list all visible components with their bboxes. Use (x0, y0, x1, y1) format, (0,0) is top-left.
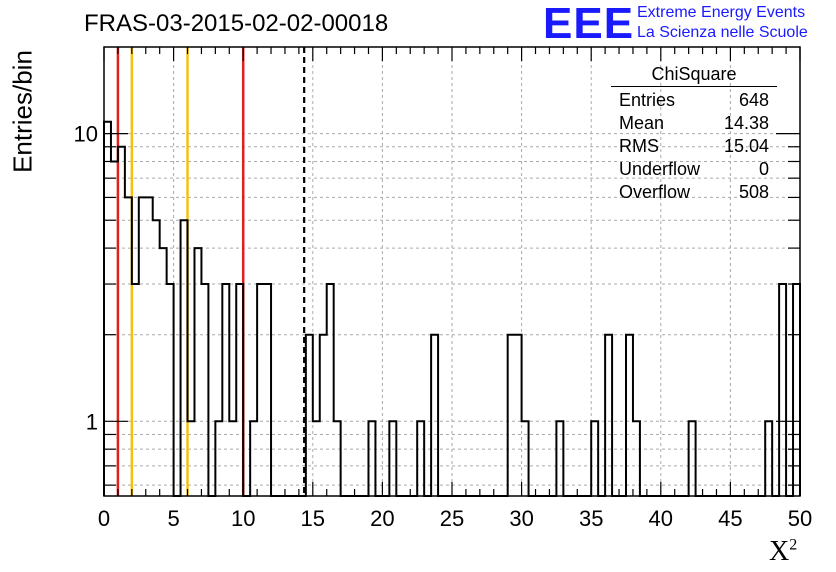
x-tick-label: 5 (167, 506, 179, 531)
y-tick-label: 1 (86, 409, 98, 434)
y-axis-label: Entries/bin (7, 50, 38, 173)
x-tick-label: 30 (509, 506, 533, 531)
x-tick-label: 0 (98, 506, 110, 531)
stats-title: ChiSquare (611, 64, 777, 87)
stat-label: Underflow (619, 159, 701, 179)
logo-line-1: Extreme Energy Events (637, 4, 806, 21)
chart-title: FRAS-03-2015-02-02-00018 (84, 10, 389, 37)
stat-label: Entries (619, 90, 676, 110)
y-tick-label: 10 (74, 122, 98, 147)
stat-value: 15.04 (723, 136, 769, 156)
stat-label: Mean (619, 113, 665, 133)
stat-label: RMS (619, 136, 659, 156)
stat-value: 648 (738, 90, 769, 110)
x-tick-label: 35 (579, 506, 603, 531)
reference-lines (116, 47, 306, 496)
stat-row-mean: Mean 14.38 (611, 112, 777, 135)
axis-tick-labels: 0 5 10 15 20 25 30 35 40 45 50 1 10 (74, 122, 813, 531)
stat-value: 508 (738, 182, 769, 202)
stat-value: 14.38 (723, 113, 769, 133)
eee-logo: EEE (543, 0, 635, 48)
stat-row-rms: RMS 15.04 (611, 135, 777, 158)
stat-value: 0 (758, 159, 769, 179)
axis-ticks (103, 47, 801, 496)
x-axis-label-symbol: X (769, 536, 790, 567)
logo-line-2: La Scienza nelle Scuole (637, 24, 808, 41)
x-tick-label: 25 (440, 506, 464, 531)
x-tick-label: 40 (649, 506, 673, 531)
stat-label: Overflow (619, 182, 691, 202)
stats-box: ChiSquare Entries 648 Mean 14.38 RMS 15.04 … (611, 64, 777, 204)
x-tick-label: 15 (301, 506, 325, 531)
x-tick-label: 45 (718, 506, 742, 531)
stat-row-entries: Entries 648 (611, 89, 777, 112)
grid-lines (104, 47, 800, 496)
x-axis-label: X2 (769, 536, 797, 568)
x-tick-label: 50 (788, 506, 812, 531)
x-tick-label: 10 (231, 506, 255, 531)
x-axis-label-superscript: 2 (789, 536, 798, 554)
stat-row-underflow: Underflow 0 (611, 158, 777, 181)
x-tick-label: 20 (370, 506, 394, 531)
stat-row-overflow: Overflow 508 (611, 181, 777, 204)
